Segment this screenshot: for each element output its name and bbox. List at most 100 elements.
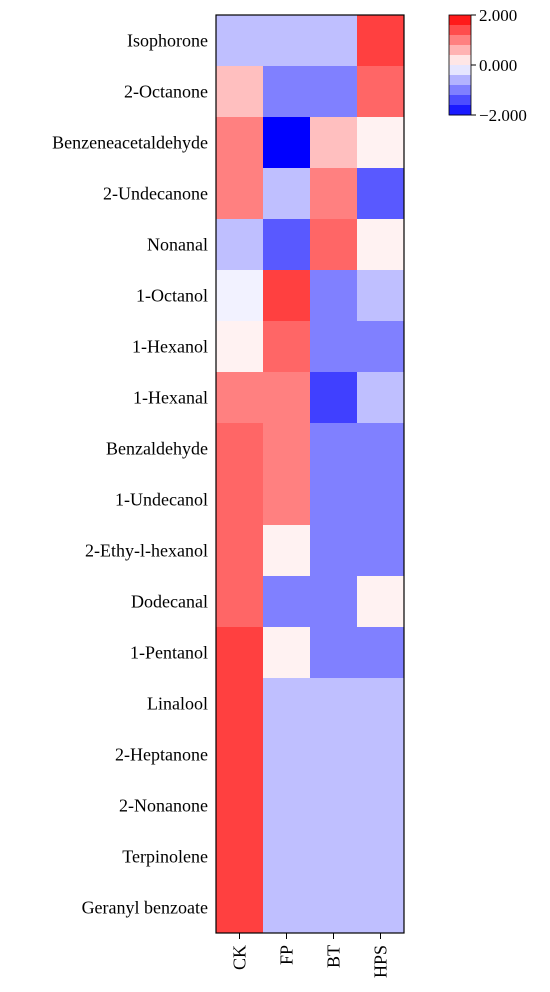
row-label: Linalool xyxy=(147,694,208,714)
heatmap-cell xyxy=(310,525,358,577)
heatmap-cell xyxy=(263,321,311,373)
row-label: 2-Octanone xyxy=(124,82,208,102)
colorbar-tick-label: −2.000 xyxy=(479,106,527,125)
heatmap-cell xyxy=(263,525,311,577)
heatmap-cell xyxy=(310,219,358,271)
colorbar-tick-label: 0.000 xyxy=(479,56,517,75)
heatmap-cell xyxy=(263,576,311,628)
heatmap-cell xyxy=(310,882,358,934)
heatmap-cell xyxy=(216,219,264,271)
heatmap-cell xyxy=(357,882,405,934)
heatmap-cell xyxy=(216,168,264,220)
row-label: Terpinolene xyxy=(122,847,208,867)
row-label: Benzaldehyde xyxy=(106,439,208,459)
heatmap-cell xyxy=(310,15,358,67)
heatmap-cell xyxy=(310,474,358,526)
heatmap-cell xyxy=(216,576,264,628)
heatmap-cell xyxy=(310,321,358,373)
row-label: Benzeneacetaldehyde xyxy=(52,133,208,153)
heatmap-cell xyxy=(263,270,311,322)
heatmap-cell xyxy=(310,729,358,781)
heatmap-cell xyxy=(357,678,405,730)
heatmap-cell xyxy=(216,627,264,679)
row-label: Geranyl benzoate xyxy=(82,898,208,918)
row-label: 1-Pentanol xyxy=(130,643,208,663)
heatmap-cell xyxy=(263,627,311,679)
heatmap-cell xyxy=(216,474,264,526)
heatmap-cell xyxy=(310,627,358,679)
row-label: 1-Undecanol xyxy=(115,490,208,510)
heatmap-cell xyxy=(310,66,358,118)
heatmap-cell xyxy=(357,729,405,781)
heatmap-cell xyxy=(263,678,311,730)
heatmap-cell xyxy=(310,576,358,628)
heatmap-cell xyxy=(357,525,405,577)
colorbar-swatch xyxy=(449,75,471,86)
heatmap-cell xyxy=(216,321,264,373)
heatmap-cell xyxy=(263,15,311,67)
heatmap-cell xyxy=(310,270,358,322)
heatmap-cell xyxy=(263,117,311,169)
heatmap-cell xyxy=(310,831,358,883)
heatmap-cell xyxy=(357,117,405,169)
row-label: 1-Hexanol xyxy=(132,337,208,357)
column-label: BT xyxy=(324,945,344,968)
heatmap-cell xyxy=(357,780,405,832)
heatmap-cell xyxy=(216,270,264,322)
colorbar-legend: 2.000 0.000 −2.000 xyxy=(448,6,527,125)
heatmap-cell xyxy=(263,729,311,781)
colorbar-swatch xyxy=(449,25,471,36)
heatmap-cell xyxy=(216,831,264,883)
heatmap-cell xyxy=(263,168,311,220)
heatmap-cell xyxy=(357,474,405,526)
colorbar-swatch xyxy=(449,105,471,116)
heatmap-cells xyxy=(216,15,405,934)
heatmap-cell xyxy=(357,831,405,883)
row-label: 1-Octanol xyxy=(136,286,208,306)
row-label: 2-Undecanone xyxy=(103,184,208,204)
colorbar-swatch xyxy=(449,15,471,26)
colorbar-swatch xyxy=(449,55,471,66)
row-label: 2-Nonanone xyxy=(119,796,208,816)
heatmap-cell xyxy=(357,372,405,424)
row-label: 2-Ethy-l-hexanol xyxy=(85,541,208,561)
row-label: 1-Hexanal xyxy=(133,388,208,408)
heatmap-cell xyxy=(357,321,405,373)
column-label: HPS xyxy=(371,945,391,978)
heatmap-cell xyxy=(216,882,264,934)
row-label: Dodecanal xyxy=(131,592,208,612)
column-label: CK xyxy=(230,945,250,970)
heatmap-cell xyxy=(357,168,405,220)
heatmap-cell xyxy=(263,372,311,424)
heatmap-cell xyxy=(263,882,311,934)
colorbar-swatch xyxy=(449,45,471,56)
heatmap-cell xyxy=(216,66,264,118)
heatmap-cell xyxy=(310,678,358,730)
heatmap-cell xyxy=(310,423,358,475)
heatmap-cell xyxy=(263,780,311,832)
colorbar-swatch xyxy=(449,65,471,76)
heatmap-cell xyxy=(310,780,358,832)
heatmap-cell xyxy=(357,423,405,475)
column-labels: CK FP BT HPS xyxy=(230,933,391,978)
heatmap-cell xyxy=(357,219,405,271)
heatmap-cell xyxy=(310,117,358,169)
row-label: 2-Heptanone xyxy=(115,745,208,765)
heatmap-cell xyxy=(357,270,405,322)
colorbar-swatch xyxy=(449,95,471,106)
heatmap-cell xyxy=(216,423,264,475)
heatmap-cell xyxy=(216,729,264,781)
heatmap-cell xyxy=(216,117,264,169)
heatmap-cell xyxy=(216,678,264,730)
heatmap-cell xyxy=(357,66,405,118)
heatmap-cell xyxy=(263,474,311,526)
row-labels: Isophorone 2-Octanone Benzeneacetaldehyde 2… xyxy=(52,31,208,918)
heatmap-cell xyxy=(216,372,264,424)
row-label: Isophorone xyxy=(127,31,208,51)
heatmap-cell xyxy=(357,576,405,628)
heatmap-cell xyxy=(310,168,358,220)
heatmap-cell xyxy=(263,66,311,118)
colorbar-swatch xyxy=(449,35,471,46)
heatmap-cell xyxy=(263,423,311,475)
